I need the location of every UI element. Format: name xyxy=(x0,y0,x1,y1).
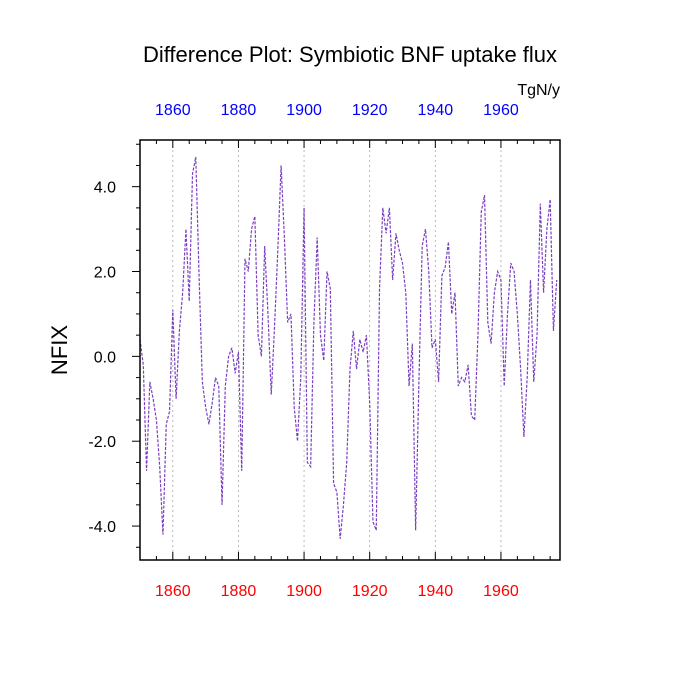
chart-title: Difference Plot: Symbiotic BNF uptake fl… xyxy=(143,42,557,67)
y-tick-label-2.0: 2.0 xyxy=(94,265,116,282)
x-tick-label-bottom-1920: 1920 xyxy=(352,583,388,600)
y-tick-label-4.0: 4.0 xyxy=(94,180,116,197)
x-tick-label-bottom-1940: 1940 xyxy=(418,583,454,600)
x-tick-label-top-1920: 1920 xyxy=(352,102,388,119)
x-tick-label-top-1960: 1960 xyxy=(483,102,519,119)
y-tick-label--2.0: -2.0 xyxy=(88,434,116,451)
x-tick-label-bottom-1960: 1960 xyxy=(483,583,519,600)
x-tick-label-top-1880: 1880 xyxy=(221,102,257,119)
series-group xyxy=(139,156,558,539)
y-tick-label-0.0: 0.0 xyxy=(94,349,116,366)
axis-ticks xyxy=(132,140,551,560)
x-tick-label-bottom-1860: 1860 xyxy=(155,583,191,600)
y-tick-label--4.0: -4.0 xyxy=(88,519,116,536)
units-label: TgN/y xyxy=(517,82,560,99)
tick-labels: -4.0 -2.0 0.0 2.0 4.0 1860 1860 1880 1880 1900 190… xyxy=(88,102,518,600)
x-tick-label-top-1860: 1860 xyxy=(155,102,191,119)
plot-frame xyxy=(139,139,561,561)
x-tick-label-bottom-1900: 1900 xyxy=(286,583,322,600)
x-tick-label-top-1940: 1940 xyxy=(418,102,454,119)
x-tick-label-bottom-1880: 1880 xyxy=(221,583,257,600)
series-line-0 xyxy=(139,156,558,539)
y-axis-label: NFIX xyxy=(47,325,72,375)
x-tick-label-top-1900: 1900 xyxy=(286,102,322,119)
